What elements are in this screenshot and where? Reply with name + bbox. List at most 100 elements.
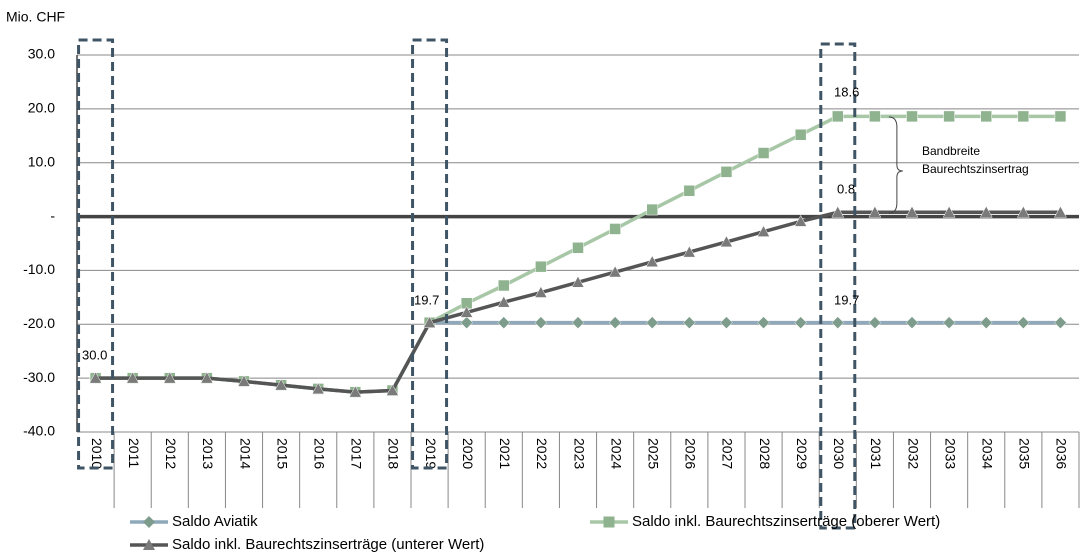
marker: [831, 205, 845, 218]
marker: [460, 316, 474, 330]
marker: [274, 378, 288, 391]
annotation: Bandbreite: [922, 144, 980, 158]
marker: [943, 110, 955, 123]
x-tick-label: 2011: [126, 438, 142, 468]
annotation: 30.0: [82, 347, 107, 362]
highlight-box: [411, 38, 449, 470]
marker: [534, 316, 548, 330]
y-tick-label: 10.0: [28, 153, 55, 169]
x-tick-label: 2033: [942, 438, 958, 469]
x-tick-label: 2015: [274, 438, 290, 469]
marker: [868, 316, 882, 330]
marker: [572, 242, 584, 254]
series-line: [95, 114, 1061, 394]
marker: [682, 316, 696, 330]
marker: [348, 385, 362, 398]
marker: [942, 205, 956, 218]
x-tick-label: 2029: [794, 438, 810, 469]
marker: [497, 295, 511, 308]
legend-label: Saldo Aviatik: [172, 513, 258, 530]
unit-label: Mio. CHF: [6, 9, 65, 25]
marker: [1017, 110, 1030, 123]
marker: [979, 316, 993, 330]
y-tick-label: -40.0: [23, 423, 55, 439]
x-tick-label: 2031: [868, 438, 884, 469]
legend-item: Saldo inkl. Baurechtszinserträge (oberer…: [590, 513, 940, 530]
x-tick-label: 2021: [497, 438, 513, 469]
marker: [386, 384, 399, 396]
marker: [89, 371, 102, 384]
marker: [534, 285, 548, 298]
marker: [237, 374, 251, 387]
x-tick-label: 2024: [608, 438, 624, 469]
marker: [603, 516, 615, 528]
y-tick-label: 20.0: [28, 100, 55, 116]
marker: [423, 316, 436, 328]
marker: [794, 316, 808, 330]
annotation: 0.8: [837, 181, 855, 196]
bracket: [888, 116, 903, 214]
marker: [608, 316, 622, 330]
x-tick-label: 2014: [237, 438, 253, 469]
x-tick-label: 2030: [831, 438, 847, 469]
x-tick-label: 2010: [89, 438, 105, 469]
legend-item: Saldo inkl. Baurechtszinserträge (untere…: [130, 536, 484, 553]
marker: [720, 316, 733, 330]
x-tick-label: 2017: [349, 438, 365, 469]
marker: [720, 166, 733, 178]
legend-item: Saldo Aviatik: [130, 513, 258, 530]
marker: [460, 305, 474, 318]
marker: [608, 265, 622, 278]
annotation: 19.7: [414, 292, 439, 307]
marker: [794, 128, 807, 141]
marker: [143, 539, 155, 550]
marker: [1016, 316, 1030, 330]
x-tick-label: 2023: [571, 438, 587, 469]
marker: [1016, 205, 1030, 218]
x-tick-label: 2013: [200, 438, 216, 469]
x-tick-label: 2019: [423, 438, 439, 469]
marker: [571, 275, 585, 288]
x-tick-label: 2026: [683, 438, 699, 469]
marker: [200, 371, 214, 384]
marker: [757, 147, 770, 159]
x-tick-label: 2025: [646, 438, 662, 469]
marker: [906, 110, 918, 123]
marker: [757, 316, 770, 330]
x-tick-label: 2022: [534, 438, 550, 469]
marker: [498, 279, 510, 292]
marker: [980, 110, 992, 123]
marker: [683, 184, 696, 197]
marker: [143, 516, 155, 528]
marker: [720, 235, 733, 248]
x-tick-label: 2036: [1054, 438, 1070, 469]
x-tick-label: 2034: [980, 438, 996, 469]
highlight-box: [819, 42, 857, 530]
marker: [646, 203, 658, 216]
marker: [126, 371, 140, 384]
x-tick-label: 2027: [720, 438, 736, 469]
y-tick-label: -10.0: [23, 261, 55, 277]
annotation: 18.6: [834, 84, 859, 99]
marker: [163, 371, 177, 384]
marker: [609, 223, 621, 235]
marker: [311, 382, 325, 395]
x-tick-label: 2035: [1017, 438, 1033, 469]
highlight-box: [77, 38, 115, 470]
marker: [794, 214, 808, 227]
marker: [1054, 205, 1067, 218]
marker: [942, 316, 956, 330]
y-tick-label: -: [50, 207, 55, 223]
y-tick-label: 30.0: [28, 46, 55, 62]
x-tick-label: 2032: [905, 438, 921, 469]
y-tick-label: -30.0: [23, 369, 55, 385]
marker: [868, 205, 882, 218]
x-tick-label: 2020: [460, 438, 476, 469]
marker: [497, 316, 511, 330]
marker: [869, 110, 881, 123]
marker: [645, 255, 659, 268]
marker: [645, 316, 659, 330]
x-tick-label: 2028: [757, 438, 773, 469]
annotation: 19.7: [834, 292, 859, 307]
